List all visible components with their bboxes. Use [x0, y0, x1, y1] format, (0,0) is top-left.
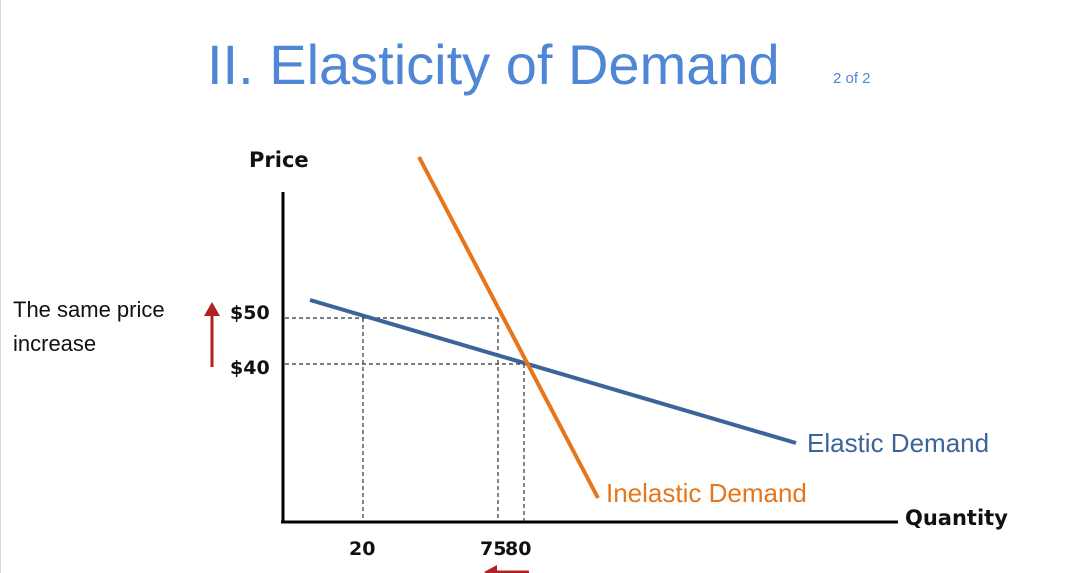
x-tick-label-75: 75	[480, 538, 507, 560]
quantity-down-arrow-icon	[484, 565, 529, 573]
x-tick-label-80: 80	[505, 538, 532, 560]
slide-subtitle: 2 of 2	[833, 70, 871, 87]
x-axis-label: Quantity	[905, 506, 1008, 530]
x-tick-label-20: 20	[349, 538, 376, 560]
note-line-2: increase	[13, 331, 97, 356]
elastic-demand-line	[309, 298, 797, 445]
price-increase-note: The same price increase	[13, 293, 165, 361]
y-axis-label: Price	[249, 148, 309, 172]
inelastic-demand-line	[417, 156, 600, 499]
note-line-1: The same price	[13, 297, 165, 322]
price-up-arrow-icon	[204, 302, 220, 367]
y-tick-label-50: $50	[230, 302, 270, 324]
slide-title: II. Elasticity of Demand	[207, 33, 780, 96]
elastic-demand-label: Elastic Demand	[807, 428, 990, 458]
inelastic-demand-label: Inelastic Demand	[606, 478, 807, 508]
y-tick-label-40: $40	[230, 357, 270, 379]
